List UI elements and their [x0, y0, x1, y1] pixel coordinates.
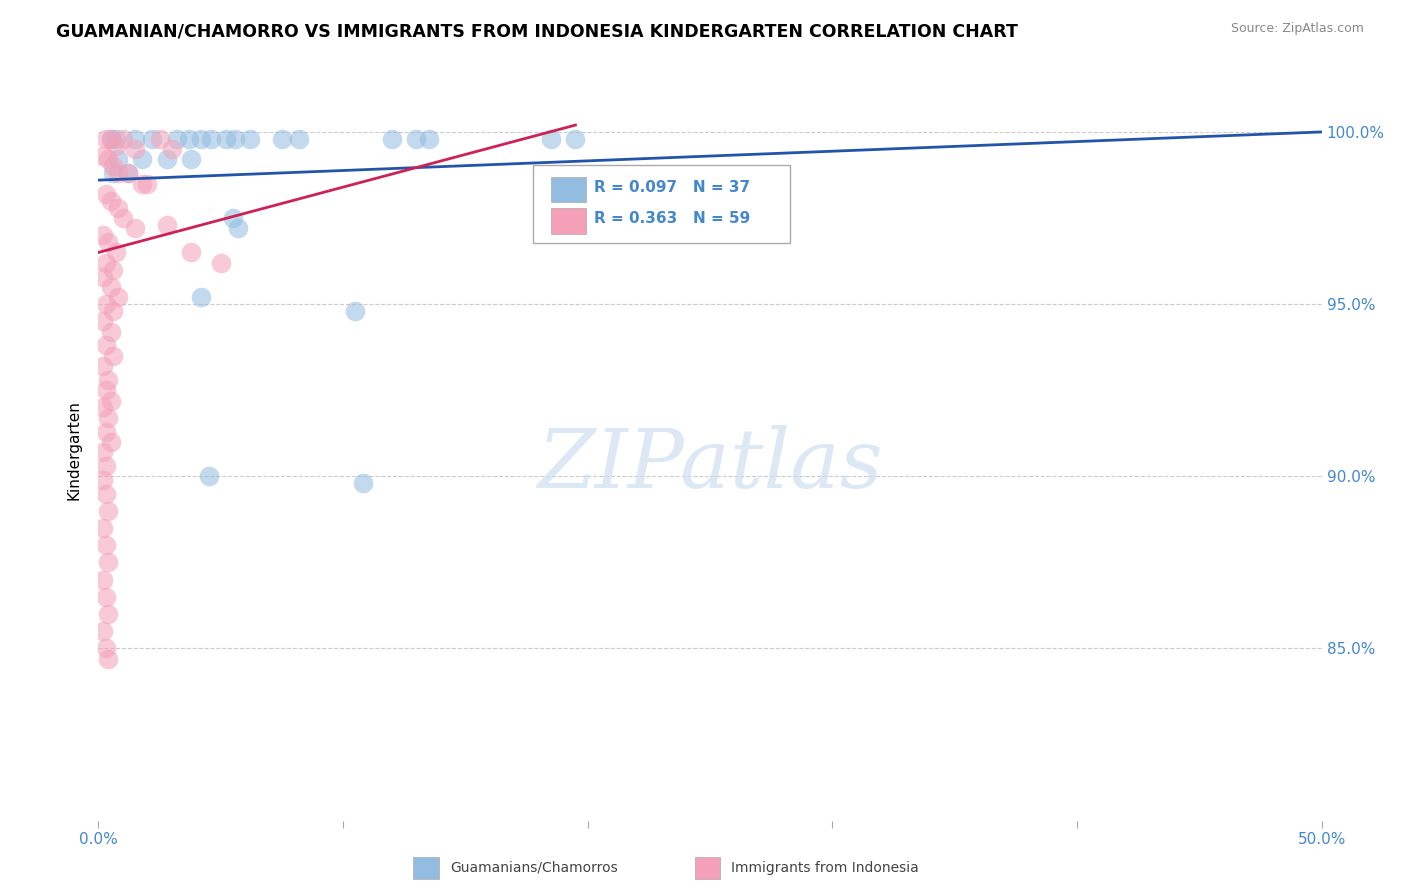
Text: Guamanians/Chamorros: Guamanians/Chamorros	[450, 861, 617, 875]
Point	[124, 221, 146, 235]
Point	[91, 573, 114, 587]
Point	[104, 138, 127, 153]
Point	[91, 228, 114, 243]
Point	[117, 166, 139, 180]
Point	[97, 373, 120, 387]
Point	[100, 194, 122, 208]
Point	[91, 521, 114, 535]
Point	[564, 132, 586, 146]
Point	[104, 245, 127, 260]
Point	[270, 132, 294, 146]
Point	[91, 149, 114, 163]
Point	[100, 132, 122, 146]
Point	[418, 132, 440, 146]
Text: ZIPatlas: ZIPatlas	[537, 425, 883, 505]
Point	[100, 393, 122, 408]
FancyBboxPatch shape	[533, 165, 790, 244]
Point	[94, 590, 117, 604]
Point	[97, 153, 120, 167]
Point	[94, 338, 117, 352]
Point	[101, 160, 124, 174]
Point	[352, 476, 374, 491]
Point	[100, 280, 122, 294]
Point	[107, 166, 129, 180]
Point	[91, 314, 114, 328]
Point	[156, 153, 179, 167]
Point	[214, 132, 236, 146]
Point	[149, 132, 172, 146]
Point	[91, 473, 114, 487]
Point	[344, 304, 367, 318]
Point	[91, 269, 114, 284]
Point	[156, 218, 179, 232]
Point	[94, 297, 117, 311]
Point	[111, 132, 134, 146]
Point	[239, 132, 262, 146]
Point	[131, 177, 153, 191]
Point	[94, 425, 117, 439]
Point	[91, 359, 114, 373]
Text: Immigrants from Indonesia: Immigrants from Indonesia	[731, 861, 920, 875]
Text: GUAMANIAN/CHAMORRO VS IMMIGRANTS FROM INDONESIA KINDERGARTEN CORRELATION CHART: GUAMANIAN/CHAMORRO VS IMMIGRANTS FROM IN…	[56, 22, 1018, 40]
Point	[381, 132, 404, 146]
Point	[124, 142, 146, 156]
Point	[107, 153, 129, 167]
Point	[94, 186, 117, 201]
Point	[97, 235, 120, 249]
Point	[131, 153, 153, 167]
Point	[136, 177, 159, 191]
Point	[97, 607, 120, 621]
Point	[94, 458, 117, 473]
Point	[224, 132, 246, 146]
Point	[94, 256, 117, 270]
Text: R = 0.363   N = 59: R = 0.363 N = 59	[593, 211, 749, 227]
Point	[141, 132, 163, 146]
Point	[540, 132, 562, 146]
Y-axis label: Kindergarten: Kindergarten	[66, 401, 82, 500]
Point	[101, 166, 124, 180]
Point	[100, 132, 122, 146]
Point	[180, 245, 202, 260]
Point	[117, 166, 139, 180]
Point	[405, 132, 427, 146]
Point	[209, 256, 232, 270]
Point	[100, 325, 122, 339]
Text: Source: ZipAtlas.com: Source: ZipAtlas.com	[1230, 22, 1364, 36]
Point	[94, 132, 117, 146]
Point	[97, 652, 120, 666]
Point	[222, 211, 245, 225]
Point	[91, 445, 114, 459]
Point	[94, 641, 117, 656]
FancyBboxPatch shape	[551, 209, 586, 234]
Point	[111, 211, 134, 225]
Point	[190, 132, 212, 146]
Point	[94, 383, 117, 397]
Point	[104, 132, 127, 146]
Point	[177, 132, 200, 146]
Point	[288, 132, 311, 146]
Point	[94, 538, 117, 552]
Point	[97, 555, 120, 569]
Point	[200, 132, 222, 146]
Point	[180, 153, 202, 167]
Point	[101, 262, 124, 277]
Point	[197, 469, 219, 483]
Point	[91, 401, 114, 415]
Point	[166, 132, 188, 146]
Text: R = 0.097   N = 37: R = 0.097 N = 37	[593, 180, 749, 195]
Point	[226, 221, 249, 235]
Point	[160, 142, 183, 156]
FancyBboxPatch shape	[551, 178, 586, 202]
Point	[97, 410, 120, 425]
Point	[97, 504, 120, 518]
Point	[101, 304, 124, 318]
Point	[101, 349, 124, 363]
Point	[94, 486, 117, 500]
Point	[100, 434, 122, 449]
Point	[107, 290, 129, 304]
Point	[91, 624, 114, 639]
Point	[190, 290, 212, 304]
Point	[107, 201, 129, 215]
Point	[124, 132, 146, 146]
